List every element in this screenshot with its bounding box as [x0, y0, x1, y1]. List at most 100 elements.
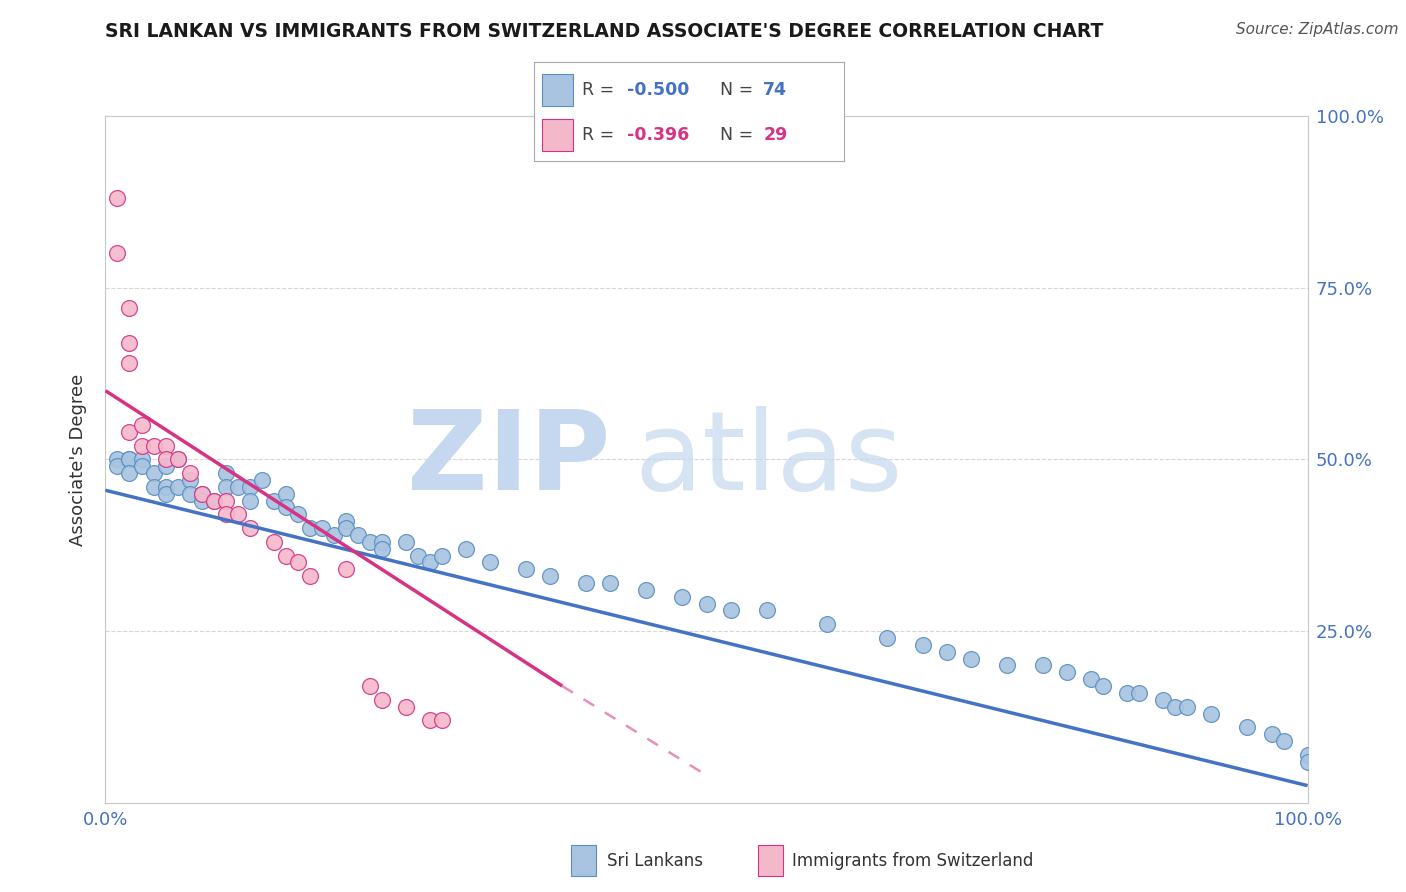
Point	[118, 466, 141, 480]
Point	[226, 508, 249, 522]
Point	[575, 576, 598, 591]
Point	[1175, 699, 1198, 714]
Point	[142, 439, 165, 453]
Point	[479, 555, 502, 570]
Text: R =: R =	[582, 126, 620, 144]
Point	[911, 638, 934, 652]
Point	[179, 487, 201, 501]
Point	[214, 480, 236, 494]
Point	[671, 590, 693, 604]
Point	[371, 692, 394, 706]
Point	[960, 651, 983, 665]
Point	[430, 714, 453, 728]
Point	[406, 549, 429, 563]
Point	[720, 603, 742, 617]
Point	[359, 679, 381, 693]
Point	[155, 480, 177, 494]
Point	[430, 549, 453, 563]
Point	[202, 493, 225, 508]
Point	[538, 569, 561, 583]
Point	[311, 521, 333, 535]
Point	[202, 493, 225, 508]
Point	[263, 493, 285, 508]
Point	[166, 452, 188, 467]
Point	[696, 597, 718, 611]
Text: Sri Lankans: Sri Lankans	[607, 852, 703, 870]
Text: SRI LANKAN VS IMMIGRANTS FROM SWITZERLAND ASSOCIATE'S DEGREE CORRELATION CHART: SRI LANKAN VS IMMIGRANTS FROM SWITZERLAN…	[105, 22, 1104, 41]
Point	[190, 493, 212, 508]
Point	[131, 459, 153, 474]
Text: atlas: atlas	[634, 406, 903, 513]
Point	[131, 439, 153, 453]
Point	[226, 480, 249, 494]
Point	[359, 534, 381, 549]
Point	[1032, 658, 1054, 673]
Point	[118, 452, 141, 467]
Point	[118, 301, 141, 316]
Point	[166, 480, 188, 494]
Text: -0.500: -0.500	[627, 81, 689, 99]
Point	[1272, 734, 1295, 748]
Point	[118, 335, 141, 350]
Point	[371, 534, 394, 549]
Point	[1164, 699, 1187, 714]
Point	[250, 473, 273, 487]
Point	[1080, 672, 1102, 686]
Point	[142, 466, 165, 480]
Point	[155, 459, 177, 474]
Point	[287, 555, 309, 570]
Point	[347, 528, 370, 542]
Point	[274, 487, 297, 501]
Point	[274, 549, 297, 563]
Point	[155, 439, 177, 453]
Point	[142, 480, 165, 494]
Point	[1296, 747, 1319, 762]
Point	[179, 466, 201, 480]
Point	[515, 562, 537, 576]
Point	[1152, 692, 1174, 706]
Point	[107, 246, 129, 260]
Text: 29: 29	[763, 126, 787, 144]
Point	[190, 487, 212, 501]
Point	[214, 508, 236, 522]
Point	[1116, 686, 1139, 700]
Text: N =: N =	[720, 81, 759, 99]
Point	[214, 466, 236, 480]
Point	[395, 699, 418, 714]
Text: -0.396: -0.396	[627, 126, 689, 144]
Point	[118, 425, 141, 439]
Point	[454, 541, 477, 556]
Point	[755, 603, 778, 617]
Text: R =: R =	[582, 81, 620, 99]
Point	[1128, 686, 1150, 700]
Point	[1092, 679, 1115, 693]
Point	[155, 487, 177, 501]
Point	[287, 508, 309, 522]
Text: 74: 74	[763, 81, 787, 99]
Y-axis label: Associate's Degree: Associate's Degree	[69, 373, 87, 546]
Point	[298, 569, 321, 583]
Point	[239, 493, 262, 508]
Point	[239, 480, 262, 494]
Point	[155, 452, 177, 467]
Point	[214, 493, 236, 508]
Text: Source: ZipAtlas.com: Source: ZipAtlas.com	[1236, 22, 1399, 37]
Point	[107, 452, 129, 467]
Point	[335, 562, 357, 576]
Point	[274, 500, 297, 515]
Point	[395, 534, 418, 549]
Point	[166, 452, 188, 467]
Point	[107, 459, 129, 474]
Point	[263, 534, 285, 549]
Text: Immigrants from Switzerland: Immigrants from Switzerland	[792, 852, 1033, 870]
Point	[876, 631, 898, 645]
Point	[118, 356, 141, 370]
Bar	[541, 120, 574, 151]
Point	[1296, 755, 1319, 769]
Point	[815, 617, 838, 632]
Point	[995, 658, 1018, 673]
Point	[131, 452, 153, 467]
Point	[1056, 665, 1078, 680]
Point	[179, 473, 201, 487]
Point	[131, 417, 153, 433]
